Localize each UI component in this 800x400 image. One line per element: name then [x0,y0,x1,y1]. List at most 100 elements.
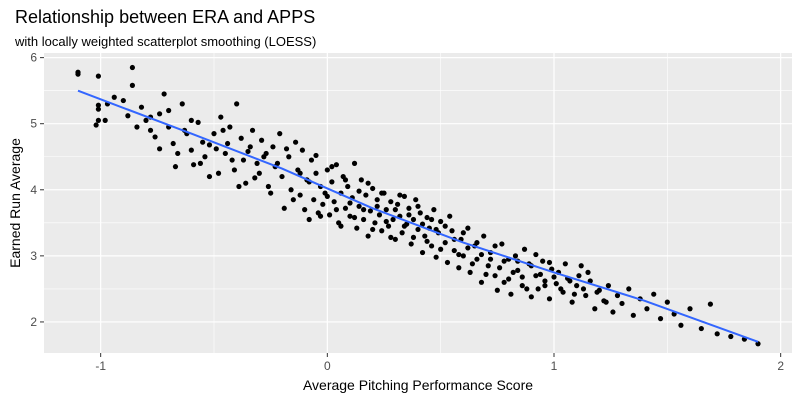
data-point [594,289,600,295]
data-point [651,291,657,297]
data-point [562,261,568,267]
data-point [345,183,351,190]
data-point [515,267,521,274]
data-point [494,287,500,293]
data-points [75,64,761,347]
y-tick-label: 5 [30,117,37,131]
y-tick-label: 3 [30,249,37,263]
data-point [236,183,242,190]
data-point [587,278,593,284]
data-point [252,175,258,181]
data-point [614,292,621,299]
data-point [245,148,251,155]
data-point [95,102,101,108]
x-tick-label: 2 [777,359,784,373]
data-point [383,207,389,213]
plot-panel [44,53,792,353]
data-point [510,269,516,275]
data-point [415,226,421,233]
data-point [497,265,503,271]
data-point [134,124,140,130]
grid-minor [44,53,792,353]
data-point [288,187,294,193]
data-point [397,192,403,198]
data-point [424,238,430,244]
data-point [707,301,714,307]
data-point [247,144,253,150]
data-point [474,240,480,246]
grid-major [44,53,792,353]
data-point [274,160,281,166]
data-point [240,157,247,163]
data-point [546,296,553,302]
data-point [268,190,274,196]
data-point [95,106,101,112]
data-point [410,234,417,240]
data-point [365,180,371,186]
data-point [211,131,217,137]
data-point [442,223,448,229]
data-point [93,122,99,128]
data-point [370,226,376,233]
data-point [333,207,339,213]
data-point [487,256,494,262]
data-point [225,140,231,147]
data-point [75,71,81,77]
data-point [483,271,489,277]
data-point [254,160,260,166]
data-point [755,341,761,347]
data-point [379,190,385,196]
loess-smooth-line [77,89,759,343]
data-point [540,258,546,264]
data-point [161,91,167,97]
data-point [329,164,335,170]
data-point [363,192,369,198]
data-point [95,73,101,79]
data-point [259,137,265,143]
data-point [379,228,385,234]
data-point [478,279,485,285]
data-point [410,216,417,223]
data-point [576,273,582,279]
data-point [206,142,213,148]
data-point [361,207,367,213]
data-point [356,188,362,194]
data-point [213,146,219,152]
data-point [320,201,326,207]
data-point [229,157,235,163]
data-point [460,253,466,259]
data-point [143,117,149,124]
data-point [188,117,194,124]
data-point [571,291,578,297]
data-point [499,241,505,247]
data-point [370,185,376,192]
data-point [277,131,283,137]
data-point [619,300,625,307]
data-point [626,286,632,292]
data-point [395,201,401,207]
data-point [299,147,305,153]
chart-subtitle: with locally weighted scatterplot smooth… [14,34,316,49]
chart-title: Relationship between ERA and APPS [15,7,315,27]
data-point [367,208,373,214]
data-point [399,230,405,236]
data-point [218,114,224,120]
data-point [261,154,267,160]
data-point [311,197,317,203]
data-point [422,233,428,239]
data-point [429,216,435,223]
x-axis-ticks: -1 0 1 2 [95,353,784,373]
data-point [324,167,330,173]
data-point [372,220,378,226]
data-point [327,212,333,218]
data-point [195,119,201,125]
data-point [129,64,135,71]
data-point [438,218,444,225]
data-point [354,225,360,231]
data-point [333,162,339,168]
data-point [374,203,380,209]
data-point [456,251,462,258]
data-point [714,331,720,337]
data-point [583,292,589,299]
